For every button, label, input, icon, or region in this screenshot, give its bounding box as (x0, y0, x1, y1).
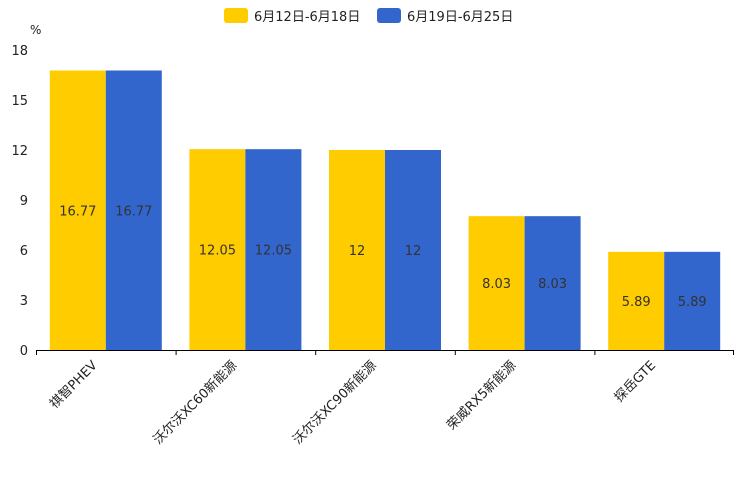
bar-series-2 (105, 70, 162, 350)
bar-series-1 (49, 70, 106, 350)
legend-swatch-series-2 (377, 8, 401, 23)
legend: 6月12日-6月18日 6月19日-6月25日 (224, 8, 513, 25)
bar-value-label: 5.89 (622, 295, 651, 310)
bar-series-1 (608, 251, 665, 350)
bar-value-label: 5.89 (678, 295, 707, 310)
y-tick-label: 15 (11, 94, 28, 109)
x-category-label: 沃尔沃XC60新能源 (150, 358, 240, 448)
bar-series-1 (329, 150, 385, 350)
x-axis-labels: 祺智PHEV 沃尔沃XC60新能源 沃尔沃XC90新能源 荣威RX5新能源 探岳GTE (47, 358, 659, 448)
bar-value-label: 16.77 (115, 204, 152, 219)
value-labels: 16.77 16.77 12.05 12.05 12 12 8.03 8.03 5.89 5.89 (59, 204, 706, 310)
bar-value-label: 12 (405, 244, 422, 259)
x-category-label: 沃尔沃XC90新能源 (290, 358, 380, 448)
bar-value-label: 12 (349, 244, 366, 259)
legend-swatch-series-1 (224, 8, 248, 23)
bar-series-2 (664, 251, 721, 350)
y-tick-label: 9 (20, 194, 28, 209)
bar-series-2 (524, 216, 581, 350)
bar-series-2 (245, 149, 302, 350)
bar-series-1 (189, 149, 246, 350)
x-category-label: 祺智PHEV (47, 358, 101, 412)
legend-label-series-1: 6月12日-6月18日 (254, 10, 360, 25)
x-category-label: 荣威RX5新能源 (444, 358, 520, 434)
y-tick-label: 3 (20, 294, 28, 309)
bar-value-label: 8.03 (482, 277, 511, 292)
bars (49, 70, 721, 350)
x-axis-ticks (36, 350, 734, 355)
y-axis-unit: % (30, 23, 41, 37)
bar-series-2 (385, 150, 441, 350)
y-tick-label: 12 (11, 144, 28, 159)
y-axis: 0 3 6 9 12 15 18 (11, 44, 28, 359)
y-tick-label: 6 (20, 244, 28, 259)
legend-label-series-2: 6月19日-6月25日 (407, 10, 513, 25)
x-category-label: 探岳GTE (612, 358, 659, 405)
bar-value-label: 12.05 (199, 244, 236, 259)
bar-value-label: 8.03 (538, 277, 567, 292)
y-tick-label: 18 (11, 44, 28, 59)
bar-value-label: 16.77 (59, 204, 96, 219)
bar-value-label: 12.05 (255, 244, 292, 259)
y-tick-label: 0 (20, 344, 28, 359)
bar-series-1 (468, 216, 525, 350)
